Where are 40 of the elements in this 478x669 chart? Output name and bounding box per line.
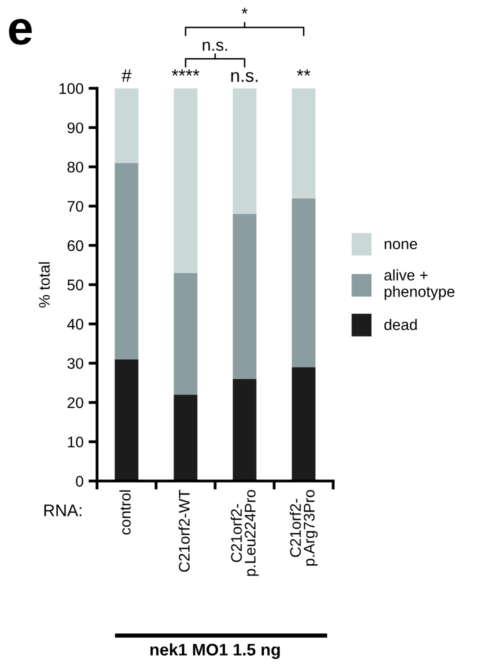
bar: [114, 88, 138, 163]
bar: [232, 214, 256, 379]
text: RNA:: [44, 504, 82, 516]
y-tick-label: 100: [60, 83, 84, 94]
text: *: [242, 8, 248, 14]
x-tick-label: C21orf2- p.Leu224Pro: [230, 490, 259, 576]
annotation: #: [122, 69, 132, 82]
bar: [174, 394, 198, 482]
y-tick-label: 30: [67, 358, 84, 369]
bar: [232, 88, 256, 214]
x-tick-label: C21orf2- p.Arg73Pro: [290, 490, 318, 566]
x-tick-label: C21orf2-WT: [178, 490, 190, 572]
bar: [174, 88, 198, 273]
y-tick-label: 80: [68, 162, 84, 173]
y-tick-label: 10: [68, 436, 84, 448]
text: n.s.: [202, 42, 228, 51]
annotation: n.s.: [231, 72, 258, 82]
text: nek1 MO1 1.5 ng: [150, 643, 280, 659]
y-tick-label: 20: [68, 397, 84, 408]
x-tick-label: control: [119, 490, 131, 535]
y-axis-title: % total: [38, 262, 50, 308]
legend-label: alive + phenotype: [384, 269, 454, 300]
bar: [174, 272, 198, 395]
y-tick-label: 40: [67, 318, 84, 330]
y-tick-label: 60: [68, 240, 84, 252]
bar: [114, 162, 138, 360]
y-tick-label: 90: [68, 122, 84, 134]
y-tick-label: 70: [68, 200, 84, 212]
legend-label: none: [384, 240, 418, 250]
bar: [292, 198, 316, 368]
bar: [292, 367, 316, 482]
bar: [114, 359, 138, 482]
annotation: ****: [172, 69, 200, 76]
y-tick-label: 50: [67, 280, 84, 290]
bar: [232, 378, 256, 482]
annotation: **: [296, 69, 310, 76]
legend-label: dead: [384, 318, 417, 330]
text: e: [9, 18, 32, 45]
bar: [292, 88, 316, 198]
y-tick-label: 0: [76, 476, 84, 487]
